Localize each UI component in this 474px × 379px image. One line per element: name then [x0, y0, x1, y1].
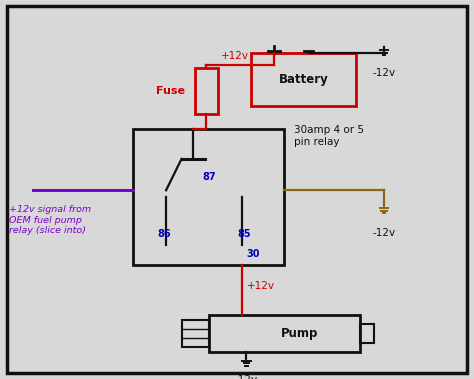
- Text: Battery: Battery: [279, 73, 328, 86]
- Text: 30: 30: [246, 249, 260, 259]
- Bar: [133, 129, 284, 265]
- Text: +12v: +12v: [246, 281, 274, 291]
- Text: -12v: -12v: [235, 375, 258, 379]
- Text: 85: 85: [237, 229, 251, 239]
- Text: 86: 86: [157, 229, 171, 239]
- Bar: [195, 68, 218, 114]
- Bar: [360, 324, 374, 343]
- Text: Fuse: Fuse: [156, 86, 185, 96]
- Text: -12v: -12v: [373, 68, 395, 78]
- Text: +12v: +12v: [221, 51, 249, 61]
- Bar: [251, 53, 356, 106]
- Bar: [182, 320, 209, 347]
- Text: 30amp 4 or 5
pin relay: 30amp 4 or 5 pin relay: [294, 125, 364, 147]
- Bar: [209, 315, 360, 352]
- Text: 87: 87: [203, 172, 217, 182]
- Text: -12v: -12v: [373, 228, 395, 238]
- Text: +12v signal from
OEM fuel pump
relay (slice into): +12v signal from OEM fuel pump relay (sl…: [9, 205, 91, 235]
- Text: Pump: Pump: [281, 327, 318, 340]
